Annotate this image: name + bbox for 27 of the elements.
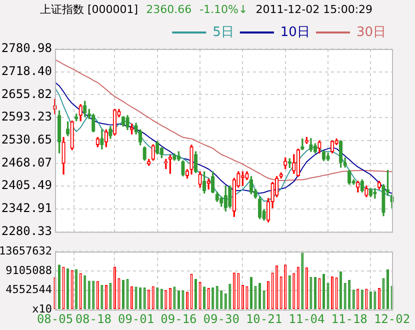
y-tick-label: 2405.49 [1,178,52,192]
chart-title: 上证指数 [000001] [40,2,138,18]
y-tick-label: 2342.91 [1,201,52,216]
x-tick-label: 09-01 [118,312,154,326]
y-tick-label: 2780.98 [1,41,52,56]
x-tick-label: 11-04 [288,312,325,326]
y-tick-label: 13657632 [0,244,52,258]
y-tick-label: 2593.23 [1,110,52,124]
y-tick-label: 9105088 [6,264,52,277]
y-tick-label: 2530.65 [1,132,52,147]
x-tick-label: 12-02 [374,312,410,326]
legend-label: 30日 [356,24,386,40]
text: 2011-12-02 15:00:29 [256,2,373,18]
y-tick-label: 2280.33 [1,224,52,238]
x-tick-label: 10-21 [246,312,282,326]
text: 2360.66 [146,2,192,18]
y-tick-label: 2718.40 [1,64,52,78]
x-tick-label: 09-30 [203,312,240,326]
legend-label: 10日 [280,24,310,40]
y-tick-label: 2468.07 [1,155,52,170]
x-tick-label: 11-18 [331,312,368,326]
y-tick-label: 2655.82 [1,86,52,101]
legend-label: 5日 [212,24,234,40]
text: -1.10%↓ [200,2,248,18]
x-tick-label: 08-18 [75,312,112,326]
y-tick-label: 4552544 [6,283,52,296]
x-tick-label: 09-16 [160,312,197,326]
